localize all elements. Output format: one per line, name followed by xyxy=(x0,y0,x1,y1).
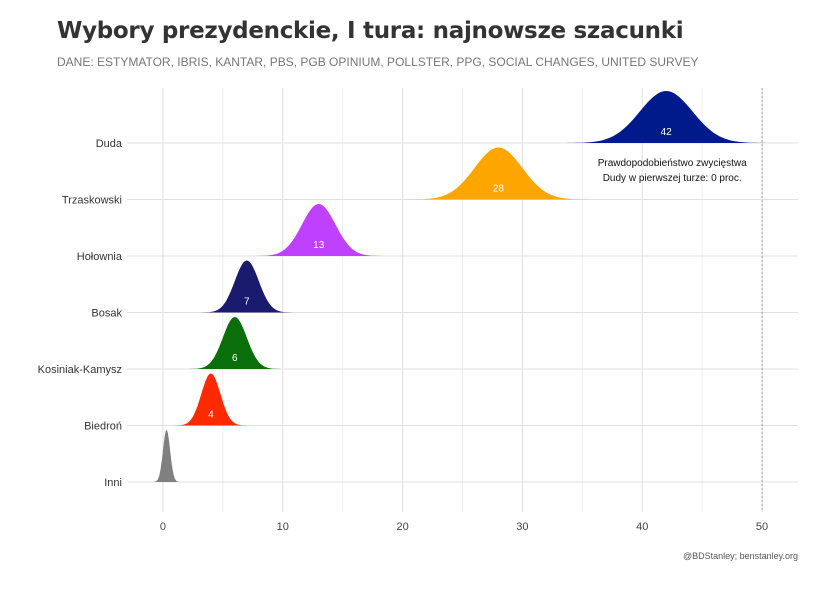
ridge-0 xyxy=(560,91,772,143)
value-label: 7 xyxy=(244,297,250,308)
x-tick-label: 0 xyxy=(160,521,166,533)
category-label: Biedroń xyxy=(84,421,122,433)
x-tick-label: 10 xyxy=(277,521,289,533)
annotation-line: Dudy w pierwszej turze: 0 proc. xyxy=(603,173,742,184)
category-label: Trzaskowski xyxy=(62,195,122,207)
x-tick-label: 30 xyxy=(516,521,528,533)
category-label: Hołownia xyxy=(77,251,123,263)
value-label: 42 xyxy=(661,127,673,138)
value-label: 13 xyxy=(313,240,325,251)
category-label: Duda xyxy=(96,138,123,150)
ridge-2 xyxy=(251,204,386,256)
ridge-6 xyxy=(152,430,181,482)
category-label: Kosiniak-Kamysz xyxy=(38,364,122,376)
chart-title: Wybory prezydenckie, I tura: najnowsze s… xyxy=(57,18,684,44)
chart-caption: @BDStanley; benstanley.org xyxy=(682,551,798,561)
ridge-1 xyxy=(402,147,595,200)
x-tick-label: 20 xyxy=(396,521,408,533)
ridge-3 xyxy=(198,260,295,313)
value-label: 6 xyxy=(232,353,238,364)
chart-subtitle: DANE: ESTYMATOR, IBRIS, KANTAR, PBS, PGB… xyxy=(57,55,699,69)
annotation-line: Prawdopodobieństwo zwycięstwa xyxy=(598,158,747,169)
value-label: 28 xyxy=(493,184,505,195)
value-label: 4 xyxy=(208,410,214,421)
category-label: Bosak xyxy=(91,308,122,320)
category-label: Inni xyxy=(104,477,122,489)
x-tick-label: 50 xyxy=(756,521,768,533)
x-tick-label: 40 xyxy=(636,521,648,533)
ridge-4 xyxy=(186,317,283,369)
ridge-5 xyxy=(172,373,250,426)
